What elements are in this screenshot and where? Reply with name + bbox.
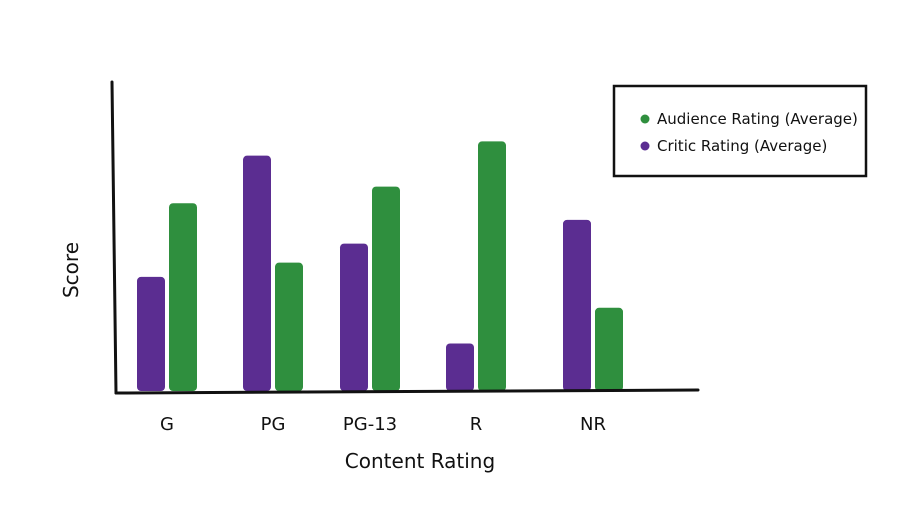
bar-critic-g (137, 276, 165, 391)
bar-audience-nr (595, 307, 623, 391)
y-axis (110, 80, 118, 395)
x-tick-labels: G PG PG-13 R NR (160, 414, 606, 435)
bar-audience-pg-13 (372, 186, 400, 391)
legend-marker-audience (640, 114, 650, 124)
bar-audience-r (478, 141, 506, 391)
bar-critic-pg-13 (340, 243, 368, 391)
x-tick-label: R (470, 414, 483, 435)
bar-critic-nr (563, 219, 591, 391)
legend-marker-critic (640, 141, 650, 151)
legend-label-audience: Audience Rating (Average) (657, 110, 858, 128)
y-axis-title: Score (59, 242, 83, 298)
bars-group (137, 141, 623, 391)
legend-box (612, 84, 868, 178)
x-tick-label: NR (580, 414, 606, 435)
x-tick-label: PG-13 (343, 414, 397, 435)
bar-audience-g (169, 203, 197, 391)
bar-critic-r (446, 343, 474, 391)
x-axis-title: Content Rating (345, 449, 495, 473)
legend-label-critic: Critic Rating (Average) (657, 137, 827, 155)
bar-audience-pg (275, 262, 303, 391)
x-tick-label: PG (261, 414, 286, 435)
legend: Audience Rating (Average) Critic Rating … (612, 84, 868, 178)
bar-critic-pg (243, 155, 271, 391)
x-axis (114, 388, 700, 395)
x-tick-label: G (160, 414, 174, 435)
